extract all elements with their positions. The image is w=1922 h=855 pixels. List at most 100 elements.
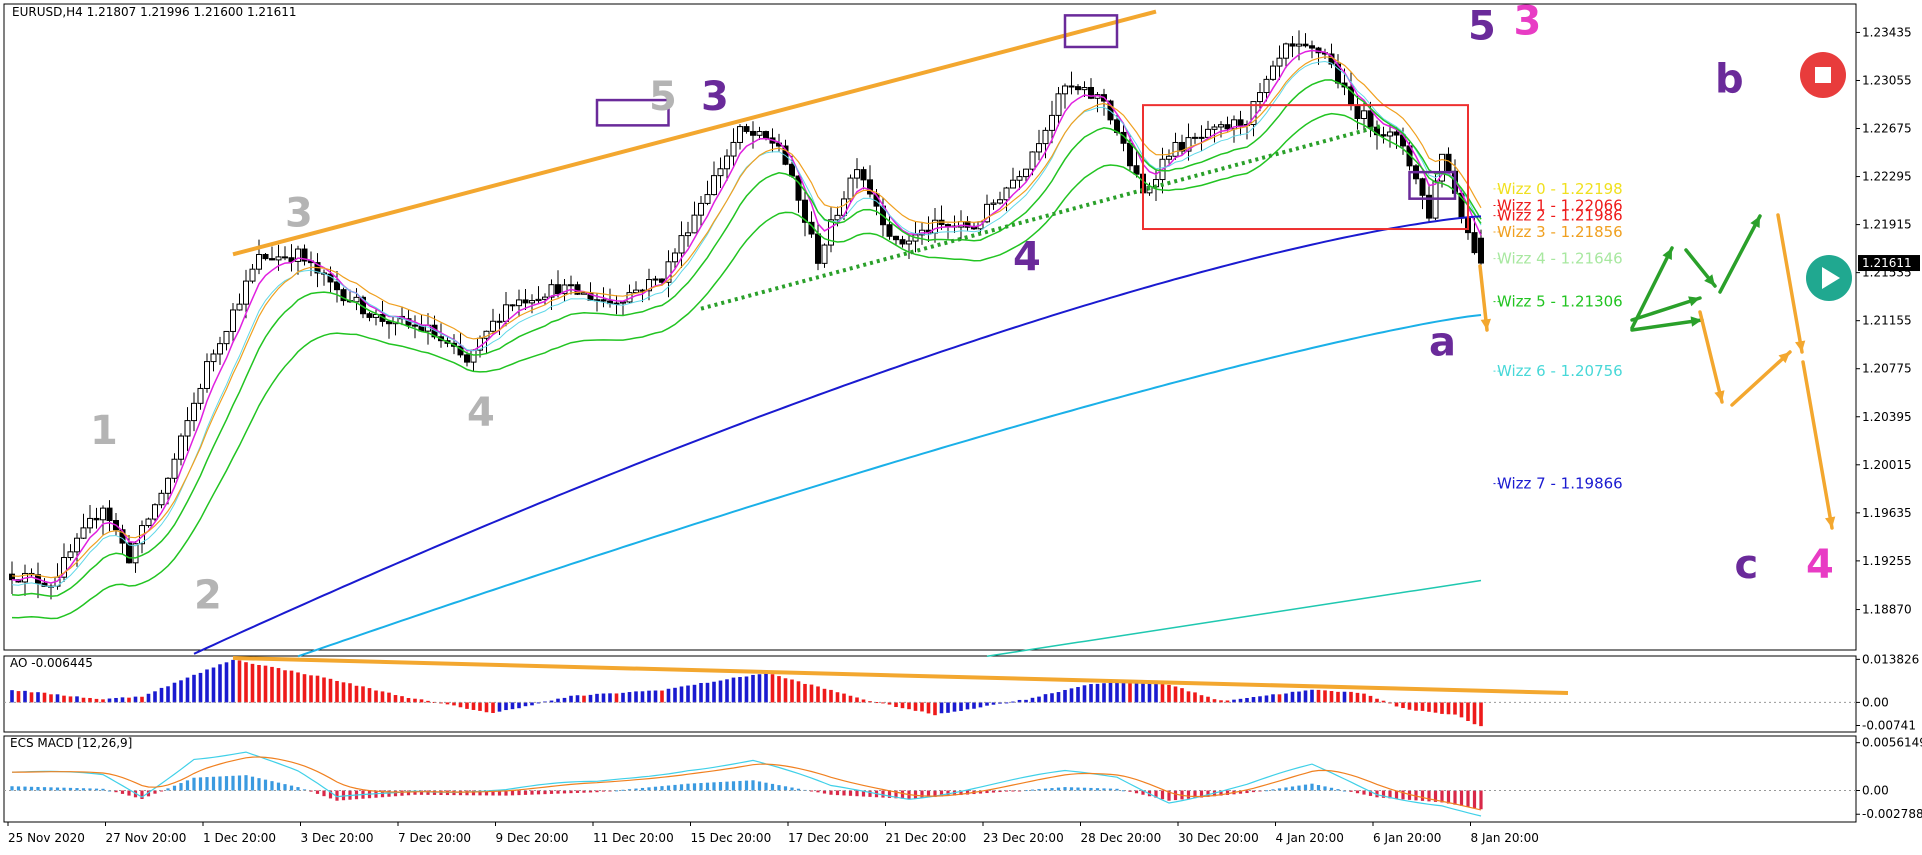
candle[interactable] <box>509 304 516 307</box>
candle[interactable] <box>340 289 347 302</box>
candle[interactable] <box>1387 131 1393 137</box>
candle[interactable] <box>997 199 1003 204</box>
candle[interactable] <box>217 343 223 355</box>
candle[interactable] <box>1055 93 1062 116</box>
candle[interactable] <box>854 169 860 179</box>
candle[interactable] <box>717 168 724 177</box>
candle[interactable] <box>288 257 295 262</box>
candle[interactable] <box>1289 43 1296 47</box>
candle[interactable] <box>9 573 15 581</box>
candle[interactable] <box>373 313 379 318</box>
candle[interactable] <box>1276 57 1283 67</box>
stop-button[interactable] <box>1800 52 1846 98</box>
candle[interactable] <box>828 219 834 246</box>
candle[interactable] <box>93 517 100 521</box>
candle[interactable] <box>1302 43 1309 47</box>
ao-panel[interactable] <box>4 659 1856 727</box>
candle[interactable] <box>1354 104 1361 120</box>
candle[interactable] <box>223 330 230 345</box>
candle[interactable] <box>600 299 607 302</box>
candle[interactable] <box>886 224 893 237</box>
candle[interactable] <box>678 235 685 254</box>
candle[interactable] <box>1211 126 1218 130</box>
candle[interactable] <box>1107 100 1114 121</box>
candle[interactable] <box>867 179 873 195</box>
candle[interactable] <box>516 299 522 307</box>
candle[interactable] <box>262 253 269 260</box>
candle[interactable] <box>1426 194 1432 219</box>
candle[interactable] <box>236 303 243 311</box>
candle[interactable] <box>80 527 87 539</box>
candle[interactable] <box>802 199 808 223</box>
candle[interactable] <box>1309 45 1315 49</box>
candle[interactable] <box>353 296 360 303</box>
candle[interactable] <box>561 284 568 295</box>
candle[interactable] <box>685 232 691 237</box>
candle[interactable] <box>1062 85 1068 95</box>
candle[interactable] <box>204 361 210 389</box>
candle[interactable] <box>990 202 997 205</box>
candle[interactable] <box>197 387 204 404</box>
candle[interactable] <box>106 507 113 522</box>
candle[interactable] <box>243 280 249 305</box>
candle[interactable] <box>1068 85 1075 88</box>
candle[interactable] <box>665 261 672 283</box>
candle[interactable] <box>581 292 587 295</box>
candle[interactable] <box>893 235 899 241</box>
candle[interactable] <box>1380 134 1387 137</box>
candle[interactable] <box>652 278 659 281</box>
candle[interactable] <box>1205 128 1211 138</box>
candle[interactable] <box>1283 43 1289 59</box>
candle[interactable] <box>61 557 67 578</box>
candle[interactable] <box>74 537 80 553</box>
candle[interactable] <box>763 131 769 139</box>
candle[interactable] <box>386 320 392 325</box>
candle[interactable] <box>1478 237 1484 264</box>
candle[interactable] <box>698 202 704 216</box>
candle[interactable] <box>860 169 867 181</box>
candle[interactable] <box>633 289 639 294</box>
candle[interactable] <box>67 551 74 559</box>
candle[interactable] <box>152 504 158 520</box>
candle[interactable] <box>691 214 698 234</box>
candle[interactable] <box>535 298 542 302</box>
candle[interactable] <box>1198 136 1205 139</box>
macd-panel[interactable] <box>4 751 1856 817</box>
candle[interactable] <box>496 320 503 323</box>
candle[interactable] <box>743 126 750 132</box>
candle[interactable] <box>1081 87 1088 91</box>
candle[interactable] <box>847 177 854 200</box>
candle[interactable] <box>145 518 152 527</box>
candle[interactable] <box>672 252 678 263</box>
candle[interactable] <box>1257 92 1263 103</box>
candle[interactable] <box>87 517 93 529</box>
candle[interactable] <box>711 175 717 196</box>
candle[interactable] <box>1172 141 1179 157</box>
candle[interactable] <box>1088 87 1094 99</box>
candle[interactable] <box>646 279 652 292</box>
candle[interactable] <box>548 284 555 298</box>
candle[interactable] <box>249 268 256 282</box>
candle[interactable] <box>1419 178 1426 196</box>
candle[interactable] <box>574 284 581 295</box>
candle[interactable] <box>132 543 139 564</box>
candle[interactable] <box>126 542 132 564</box>
candle[interactable] <box>834 214 841 221</box>
candle[interactable] <box>1036 143 1042 153</box>
candle[interactable] <box>529 300 535 304</box>
candle[interactable] <box>490 320 496 332</box>
candle[interactable] <box>1439 153 1445 182</box>
candle[interactable] <box>1192 136 1198 139</box>
candle[interactable] <box>1029 151 1036 170</box>
candle[interactable] <box>555 284 561 295</box>
candle[interactable] <box>1471 232 1478 254</box>
candle[interactable] <box>334 281 340 291</box>
candle[interactable] <box>171 458 178 479</box>
candle[interactable] <box>906 240 912 245</box>
candle[interactable] <box>1166 155 1172 160</box>
candle[interactable] <box>724 155 730 170</box>
candle[interactable] <box>366 313 373 318</box>
